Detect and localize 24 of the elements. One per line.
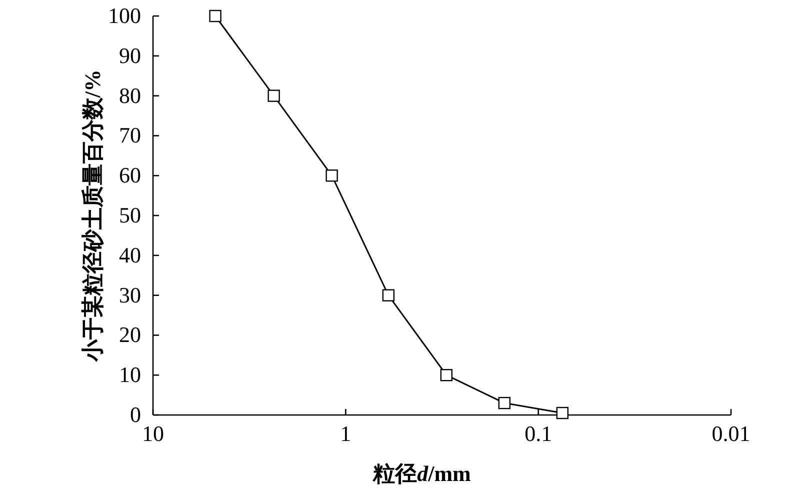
- y-tick-label: 100: [108, 3, 141, 28]
- point: [209, 10, 222, 22]
- x-tick-label: 10: [142, 421, 164, 446]
- point: [440, 369, 453, 382]
- point: [498, 396, 511, 410]
- x-tick-label: 0.1: [524, 421, 552, 446]
- y-tick-label: 80: [119, 82, 141, 108]
- y-tick-label: 20: [119, 322, 141, 348]
- y-tick-label: 90: [119, 42, 141, 68]
- y-tick-label: 60: [119, 162, 141, 188]
- x-tick-label: 1: [340, 421, 352, 446]
- y-tick-label: 0: [130, 402, 141, 427]
- y-tick-label: 30: [119, 282, 141, 308]
- point: [268, 90, 280, 102]
- point: [382, 289, 395, 302]
- y-tick-label: 40: [119, 242, 141, 268]
- point: [556, 406, 569, 420]
- y-tick-label: 50: [119, 202, 141, 228]
- y-tick-label: 70: [119, 122, 141, 148]
- point: [326, 170, 338, 182]
- x-tick-label: 0.01: [712, 421, 750, 446]
- y-axis-title: 小于某粒径砂土质量百分数/%: [80, 69, 105, 363]
- x-axis-title: 粒径d/mm: [372, 461, 471, 486]
- y-tick-label: 10: [119, 362, 141, 388]
